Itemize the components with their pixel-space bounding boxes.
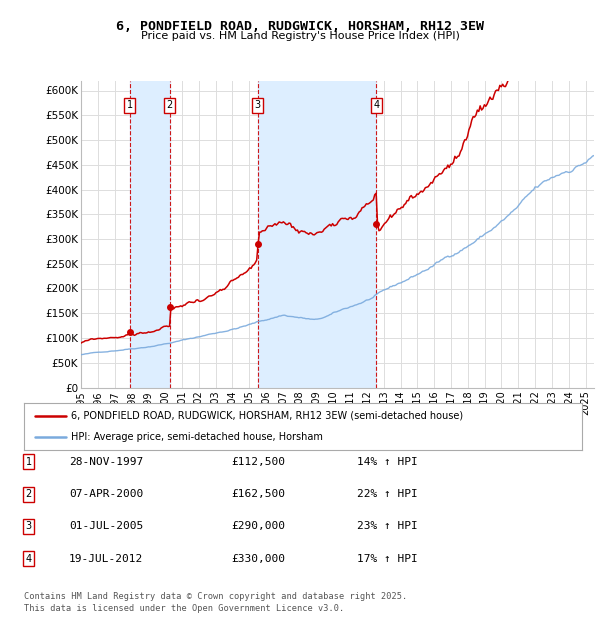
Text: 07-APR-2000: 07-APR-2000 bbox=[69, 489, 143, 499]
Text: 01-JUL-2005: 01-JUL-2005 bbox=[69, 521, 143, 531]
Text: 22% ↑ HPI: 22% ↑ HPI bbox=[357, 489, 418, 499]
Text: £290,000: £290,000 bbox=[231, 521, 285, 531]
Text: 3: 3 bbox=[26, 521, 32, 531]
Text: £162,500: £162,500 bbox=[231, 489, 285, 499]
Text: 1: 1 bbox=[26, 457, 32, 467]
Text: 6, PONDFIELD ROAD, RUDGWICK, HORSHAM, RH12 3EW (semi-detached house): 6, PONDFIELD ROAD, RUDGWICK, HORSHAM, RH… bbox=[71, 410, 464, 420]
Bar bbox=[130, 81, 170, 388]
Text: £330,000: £330,000 bbox=[231, 554, 285, 564]
Text: 2: 2 bbox=[167, 100, 173, 110]
Text: 3: 3 bbox=[254, 100, 260, 110]
Text: 28-NOV-1997: 28-NOV-1997 bbox=[69, 457, 143, 467]
Text: 19-JUL-2012: 19-JUL-2012 bbox=[69, 554, 143, 564]
Text: 6, PONDFIELD ROAD, RUDGWICK, HORSHAM, RH12 3EW: 6, PONDFIELD ROAD, RUDGWICK, HORSHAM, RH… bbox=[116, 20, 484, 33]
Text: 2: 2 bbox=[26, 489, 32, 499]
Text: 4: 4 bbox=[373, 100, 379, 110]
Text: Contains HM Land Registry data © Crown copyright and database right 2025.: Contains HM Land Registry data © Crown c… bbox=[24, 592, 407, 601]
Text: This data is licensed under the Open Government Licence v3.0.: This data is licensed under the Open Gov… bbox=[24, 603, 344, 613]
Text: HPI: Average price, semi-detached house, Horsham: HPI: Average price, semi-detached house,… bbox=[71, 432, 323, 442]
Text: 17% ↑ HPI: 17% ↑ HPI bbox=[357, 554, 418, 564]
Text: 14% ↑ HPI: 14% ↑ HPI bbox=[357, 457, 418, 467]
Text: £112,500: £112,500 bbox=[231, 457, 285, 467]
Text: 1: 1 bbox=[127, 100, 133, 110]
Text: Price paid vs. HM Land Registry's House Price Index (HPI): Price paid vs. HM Land Registry's House … bbox=[140, 31, 460, 41]
Text: 4: 4 bbox=[26, 554, 32, 564]
Text: 23% ↑ HPI: 23% ↑ HPI bbox=[357, 521, 418, 531]
Bar bbox=[257, 81, 376, 388]
